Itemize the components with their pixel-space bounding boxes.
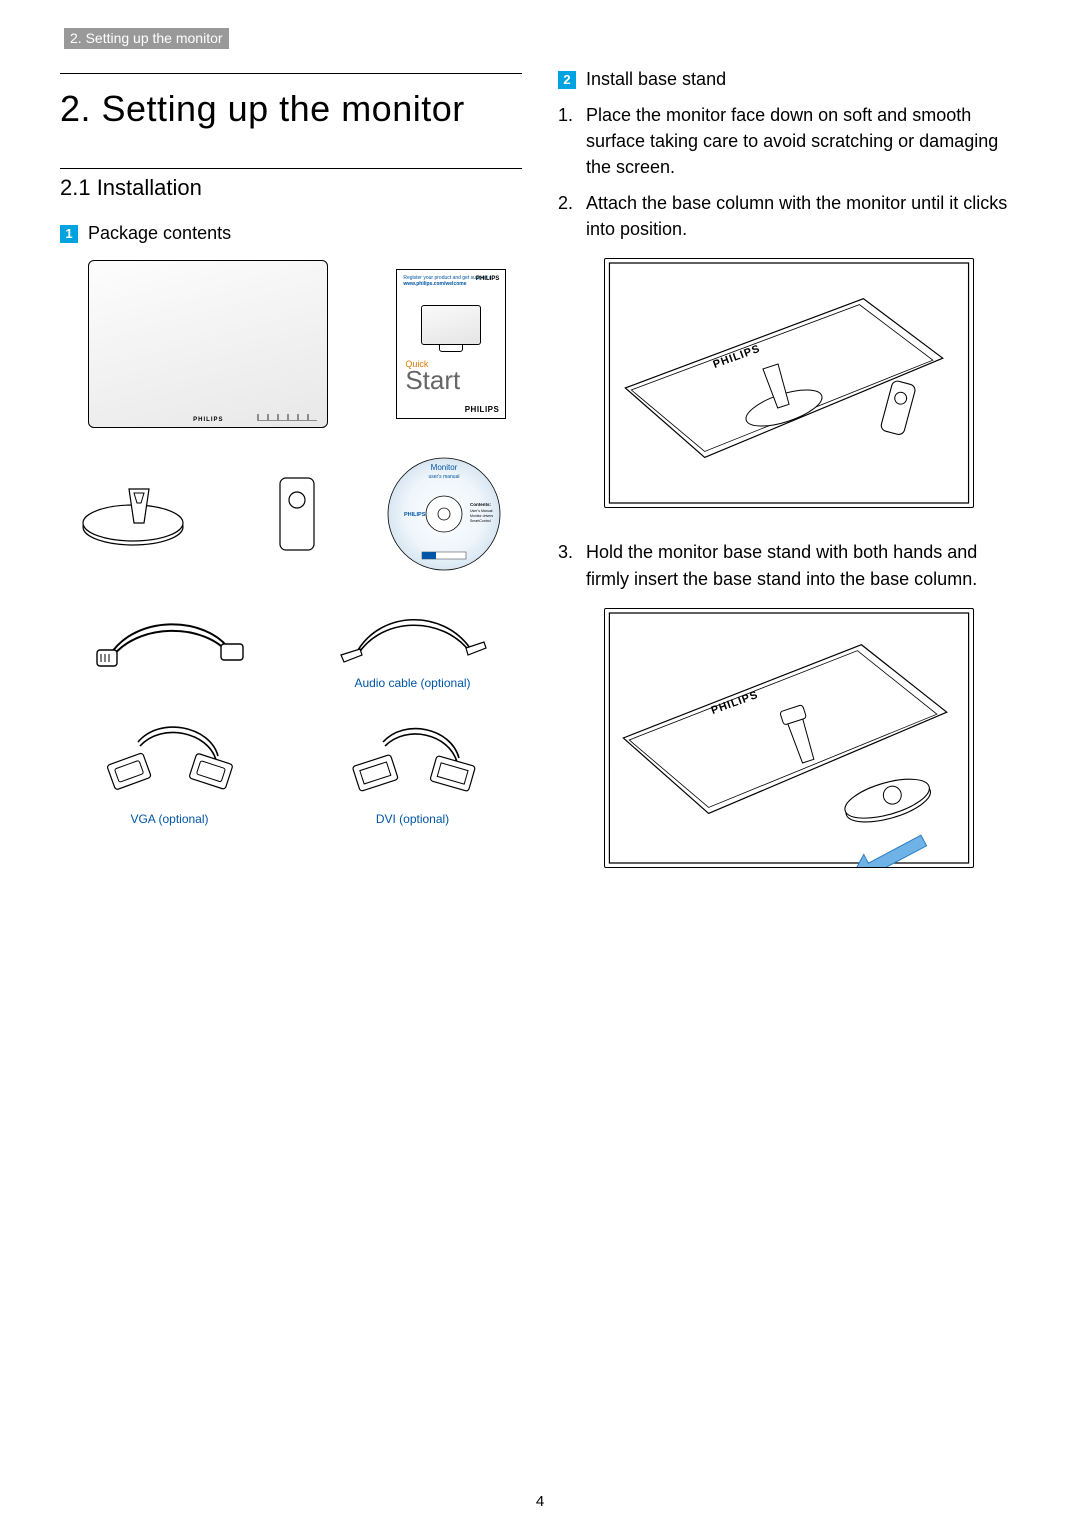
package-contents-label: Package contents [88,223,231,244]
diagram-attach-column: PHILIPS [604,258,974,513]
breadcrumb: 2. Setting up the monitor [64,28,229,49]
instructions-list-a: 1.Place the monitor face down on soft an… [558,102,1020,242]
install-base-heading: 2 Install base stand [558,69,1020,90]
disc-side-title: Contents: [470,502,491,507]
svg-text:SmartControl: SmartControl [470,519,491,523]
qs-start: Start [405,369,499,392]
dvi-caption: DVI (optional) [376,812,449,826]
instructions-list-b: 3.Hold the monitor base stand with both … [558,539,1020,591]
disc-subtitle: user's manual [429,474,460,480]
diagram-insert-stand: PHILIPS [604,608,974,873]
base-ring-illustration [274,474,320,554]
package-contents-heading: 1 Package contents [60,223,522,244]
audio-cable-illustration [338,600,488,670]
page-number: 4 [0,1493,1080,1510]
qs-brand: PHILIPS [465,405,500,414]
disc-title: Monitor [431,463,458,472]
step-2: 2.Attach the base column with the monito… [558,190,1020,242]
power-cable-illustration [95,610,245,680]
vga-caption: VGA (optional) [130,812,208,826]
quickstart-card: Register your product and get support at… [396,269,506,419]
badge-2: 2 [558,71,576,89]
monitor-brand-text: PHILIPS [193,417,223,423]
svg-text:User’s Manual: User’s Manual [470,509,493,513]
chapter-title: 2. Setting up the monitor [60,88,522,130]
dvi-cable-illustration [343,716,483,806]
section-title: 2.1 Installation [60,175,522,201]
qs-monitor-icon [421,305,481,345]
step-1: 1.Place the monitor face down on soft an… [558,102,1020,180]
monitor-illustration: PHILIPS [88,260,328,428]
base-stand-illustration [79,479,209,549]
qs-top-right: PHILIPS [476,276,499,282]
cd-illustration: Monitor user's manual PHILIPS Contents: … [384,454,504,574]
badge-1: 1 [60,225,78,243]
audio-cable-caption: Audio cable (optional) [354,676,470,690]
install-base-label: Install base stand [586,69,726,90]
disc-brand: PHILIPS [404,512,426,518]
step-3: 3.Hold the monitor base stand with both … [558,539,1020,591]
qs-top-line2: www.philips.com/welcome [403,282,499,288]
vga-cable-illustration [100,716,240,806]
svg-text:Monitor drivers: Monitor drivers [470,514,493,518]
